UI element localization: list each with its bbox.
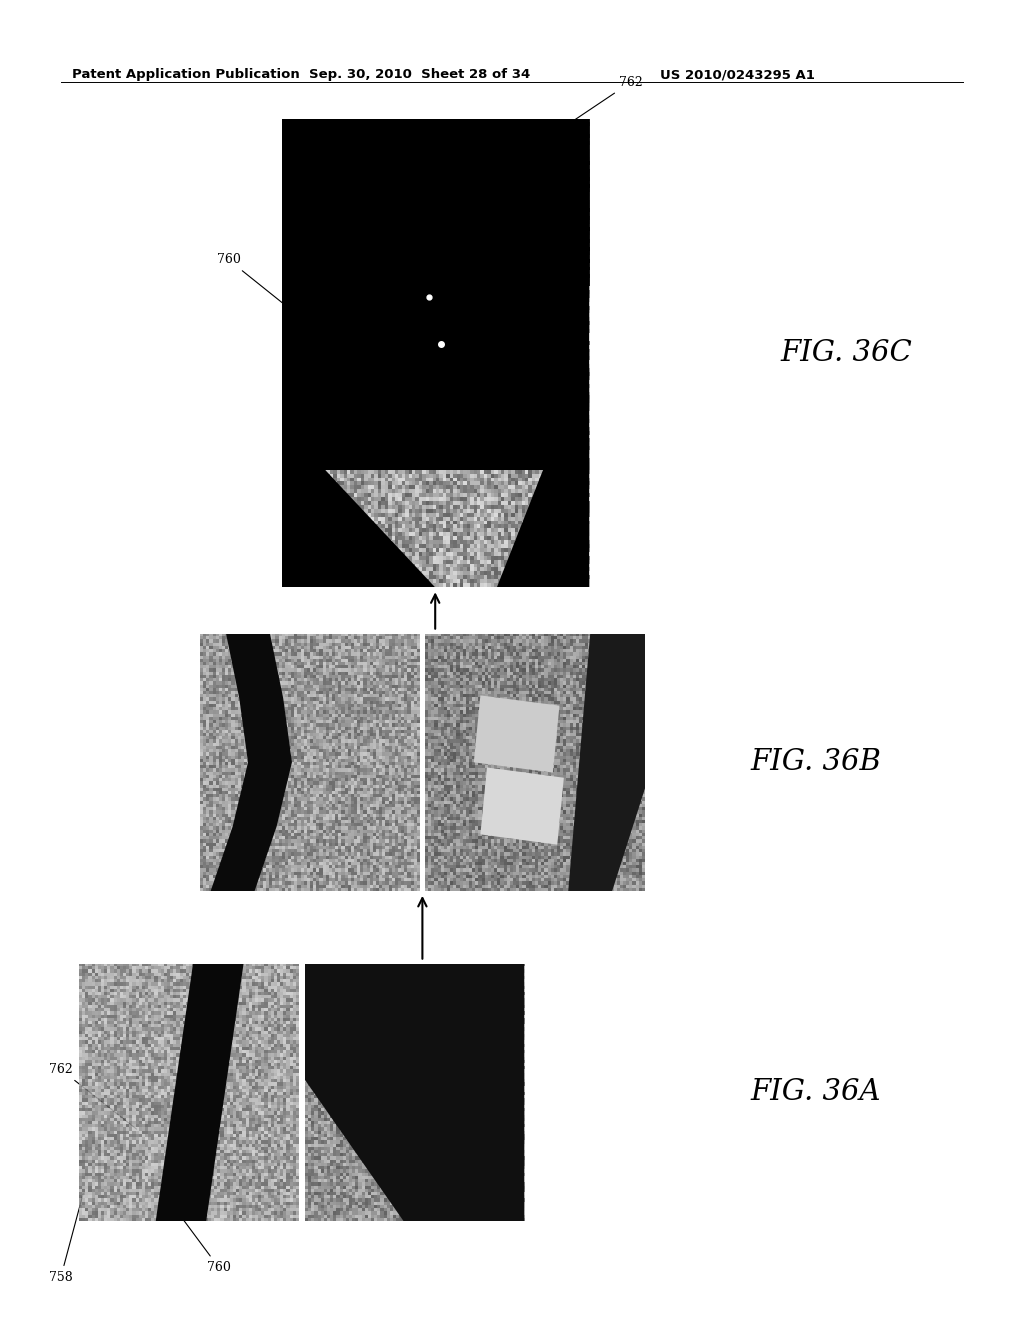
Text: FIG. 36B: FIG. 36B [750,748,881,776]
PathPatch shape [211,634,292,891]
Polygon shape [474,696,559,772]
Polygon shape [282,424,435,587]
Text: 760: 760 [178,1213,230,1274]
Text: Sep. 30, 2010  Sheet 28 of 34: Sep. 30, 2010 Sheet 28 of 34 [309,69,530,81]
Polygon shape [305,964,524,1221]
Polygon shape [156,964,244,1221]
Text: FIG. 36C: FIG. 36C [780,339,911,367]
Polygon shape [497,352,589,587]
Polygon shape [480,767,564,845]
Text: 762: 762 [49,1063,136,1129]
Text: 760: 760 [217,253,285,305]
Text: US 2010/0243295 A1: US 2010/0243295 A1 [660,69,815,81]
Text: 758: 758 [49,1193,83,1284]
Text: FIG. 36A: FIG. 36A [750,1078,881,1106]
Text: Patent Application Publication: Patent Application Publication [72,69,300,81]
Text: 762: 762 [571,75,642,123]
Polygon shape [568,634,645,891]
Polygon shape [282,119,589,470]
